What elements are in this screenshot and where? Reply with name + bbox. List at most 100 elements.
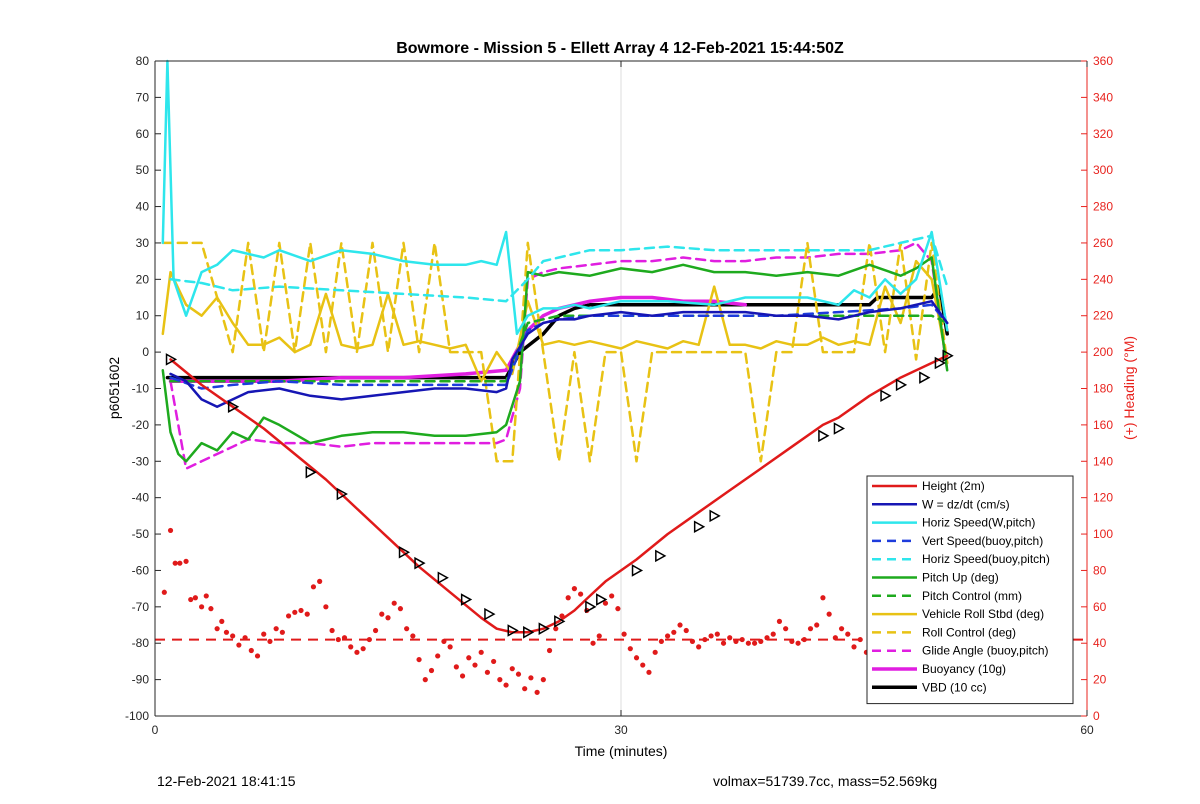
heading-point: [410, 633, 416, 639]
heading-point: [845, 631, 851, 637]
legend-label-pitch-up-deg: Pitch Up (deg): [922, 571, 999, 585]
heading-point: [397, 606, 404, 612]
y2-tick-label: 60: [1093, 600, 1107, 614]
heading-point: [310, 584, 317, 590]
triangle-marker: [818, 429, 830, 443]
heading-point: [565, 595, 571, 601]
heading-point: [177, 560, 183, 566]
triangle-marker: [934, 356, 946, 370]
triangle-marker: [165, 353, 178, 366]
y2-tick-label: 0: [1093, 709, 1100, 723]
triangle-marker: [880, 389, 892, 403]
heading-point: [317, 578, 323, 584]
triangle-marker: [305, 465, 317, 479]
y2-tick-label: 200: [1093, 345, 1113, 359]
y-tick-label: 20: [136, 272, 150, 286]
heading-point: [466, 655, 472, 661]
series-lines: [161, 59, 949, 634]
heading-point: [497, 677, 503, 683]
heading-point: [596, 633, 602, 639]
triangle-marker: [554, 615, 566, 628]
triangle-marker: [942, 349, 954, 363]
heading-point: [621, 631, 627, 637]
heading-point: [838, 626, 845, 632]
heading-point: [267, 638, 273, 645]
y-tick-label: -60: [132, 563, 150, 577]
legend-label-buoyancy-10g: Buoyancy (10g): [922, 662, 1006, 676]
y2-axis-label: (+) Heading (°M): [1121, 336, 1137, 440]
heading-point: [183, 558, 189, 564]
heading-point: [745, 640, 751, 646]
heading-point: [546, 647, 553, 654]
heading-point: [609, 593, 615, 599]
y2-tick-label: 160: [1093, 418, 1113, 432]
y2-tick-label: 300: [1093, 163, 1113, 177]
x-tick-label: 0: [152, 723, 159, 737]
legend-label-vbd-10-cc: VBD (10 cc): [922, 680, 987, 694]
heading-point: [236, 642, 242, 648]
heading-point: [720, 640, 727, 646]
heading-point: [652, 649, 658, 655]
legend-label-w-dz-dt-cm-s: W = dz/dt (cm/s): [922, 497, 1010, 511]
triangle-marker: [523, 626, 535, 639]
y-tick-label: 70: [136, 90, 150, 104]
legend-label-vert-speed-buoy-pitch: Vert Speed(buoy,pitch): [922, 534, 1043, 548]
heading-point: [199, 604, 205, 610]
heading-point: [814, 622, 820, 628]
heading-point: [478, 649, 484, 655]
heading-point: [285, 613, 292, 619]
y2-tick-label: 120: [1093, 491, 1113, 505]
heading-point: [627, 646, 633, 652]
legend-label-roll-control-deg: Roll Control (deg): [922, 625, 1016, 639]
y-tick-label: -10: [132, 382, 150, 396]
heading-point: [261, 631, 267, 637]
heading-point: [590, 640, 596, 646]
heading-point: [453, 664, 459, 670]
heading-point: [615, 606, 621, 612]
legend-box: [866, 475, 1074, 705]
heading-point: [528, 675, 534, 681]
heading-point: [807, 626, 814, 632]
heading-point: [404, 626, 410, 632]
heading-point: [192, 595, 198, 601]
y2-tick-label: 340: [1093, 90, 1113, 104]
y-tick-label: -20: [132, 418, 150, 432]
x-axis-label: Time (minutes): [575, 743, 668, 759]
y-tick-label: -80: [132, 636, 150, 650]
footer-stats: volmax=51739.7cc, mass=52.569kg: [713, 773, 938, 789]
heading-point: [658, 638, 664, 645]
y2-tick-label: 280: [1093, 200, 1113, 214]
y-tick-label: -100: [125, 709, 149, 723]
heading-point: [677, 622, 683, 628]
heading-point: [167, 527, 174, 534]
legend-label-glide-angle-buoy-pitch: Glide Angle (buoy,pitch): [922, 644, 1049, 658]
heading-point: [522, 686, 528, 692]
heading-point: [534, 689, 540, 695]
y-tick-label: 0: [142, 345, 149, 359]
y-tick-label: -70: [132, 600, 150, 614]
heading-point: [795, 640, 801, 646]
heading-point: [254, 653, 261, 659]
y-tick-label: -50: [132, 527, 150, 541]
y-tick-label: -30: [132, 454, 150, 468]
heading-point: [751, 640, 758, 646]
heading-point: [696, 644, 702, 650]
heading-point: [503, 682, 509, 688]
heading-point: [366, 636, 372, 643]
y-tick-label: 40: [136, 200, 150, 214]
triangle-marker: [507, 624, 519, 637]
series-pitch-up-deg: [161, 256, 949, 463]
y2-tick-label: 20: [1093, 673, 1107, 687]
y-tick-label: -40: [132, 491, 150, 505]
heading-point: [571, 586, 578, 592]
triangle-marker: [833, 422, 846, 435]
heading-point: [435, 653, 441, 659]
heading-point: [372, 627, 379, 634]
heading-point: [273, 626, 279, 632]
heading-point: [422, 677, 428, 683]
axes: -100-90-80-70-60-50-40-30-20-10010203040…: [125, 54, 1113, 737]
heading-point: [646, 669, 652, 675]
y-tick-label: 60: [136, 127, 150, 141]
heading-point: [770, 631, 776, 637]
triangle-marker: [398, 545, 411, 559]
